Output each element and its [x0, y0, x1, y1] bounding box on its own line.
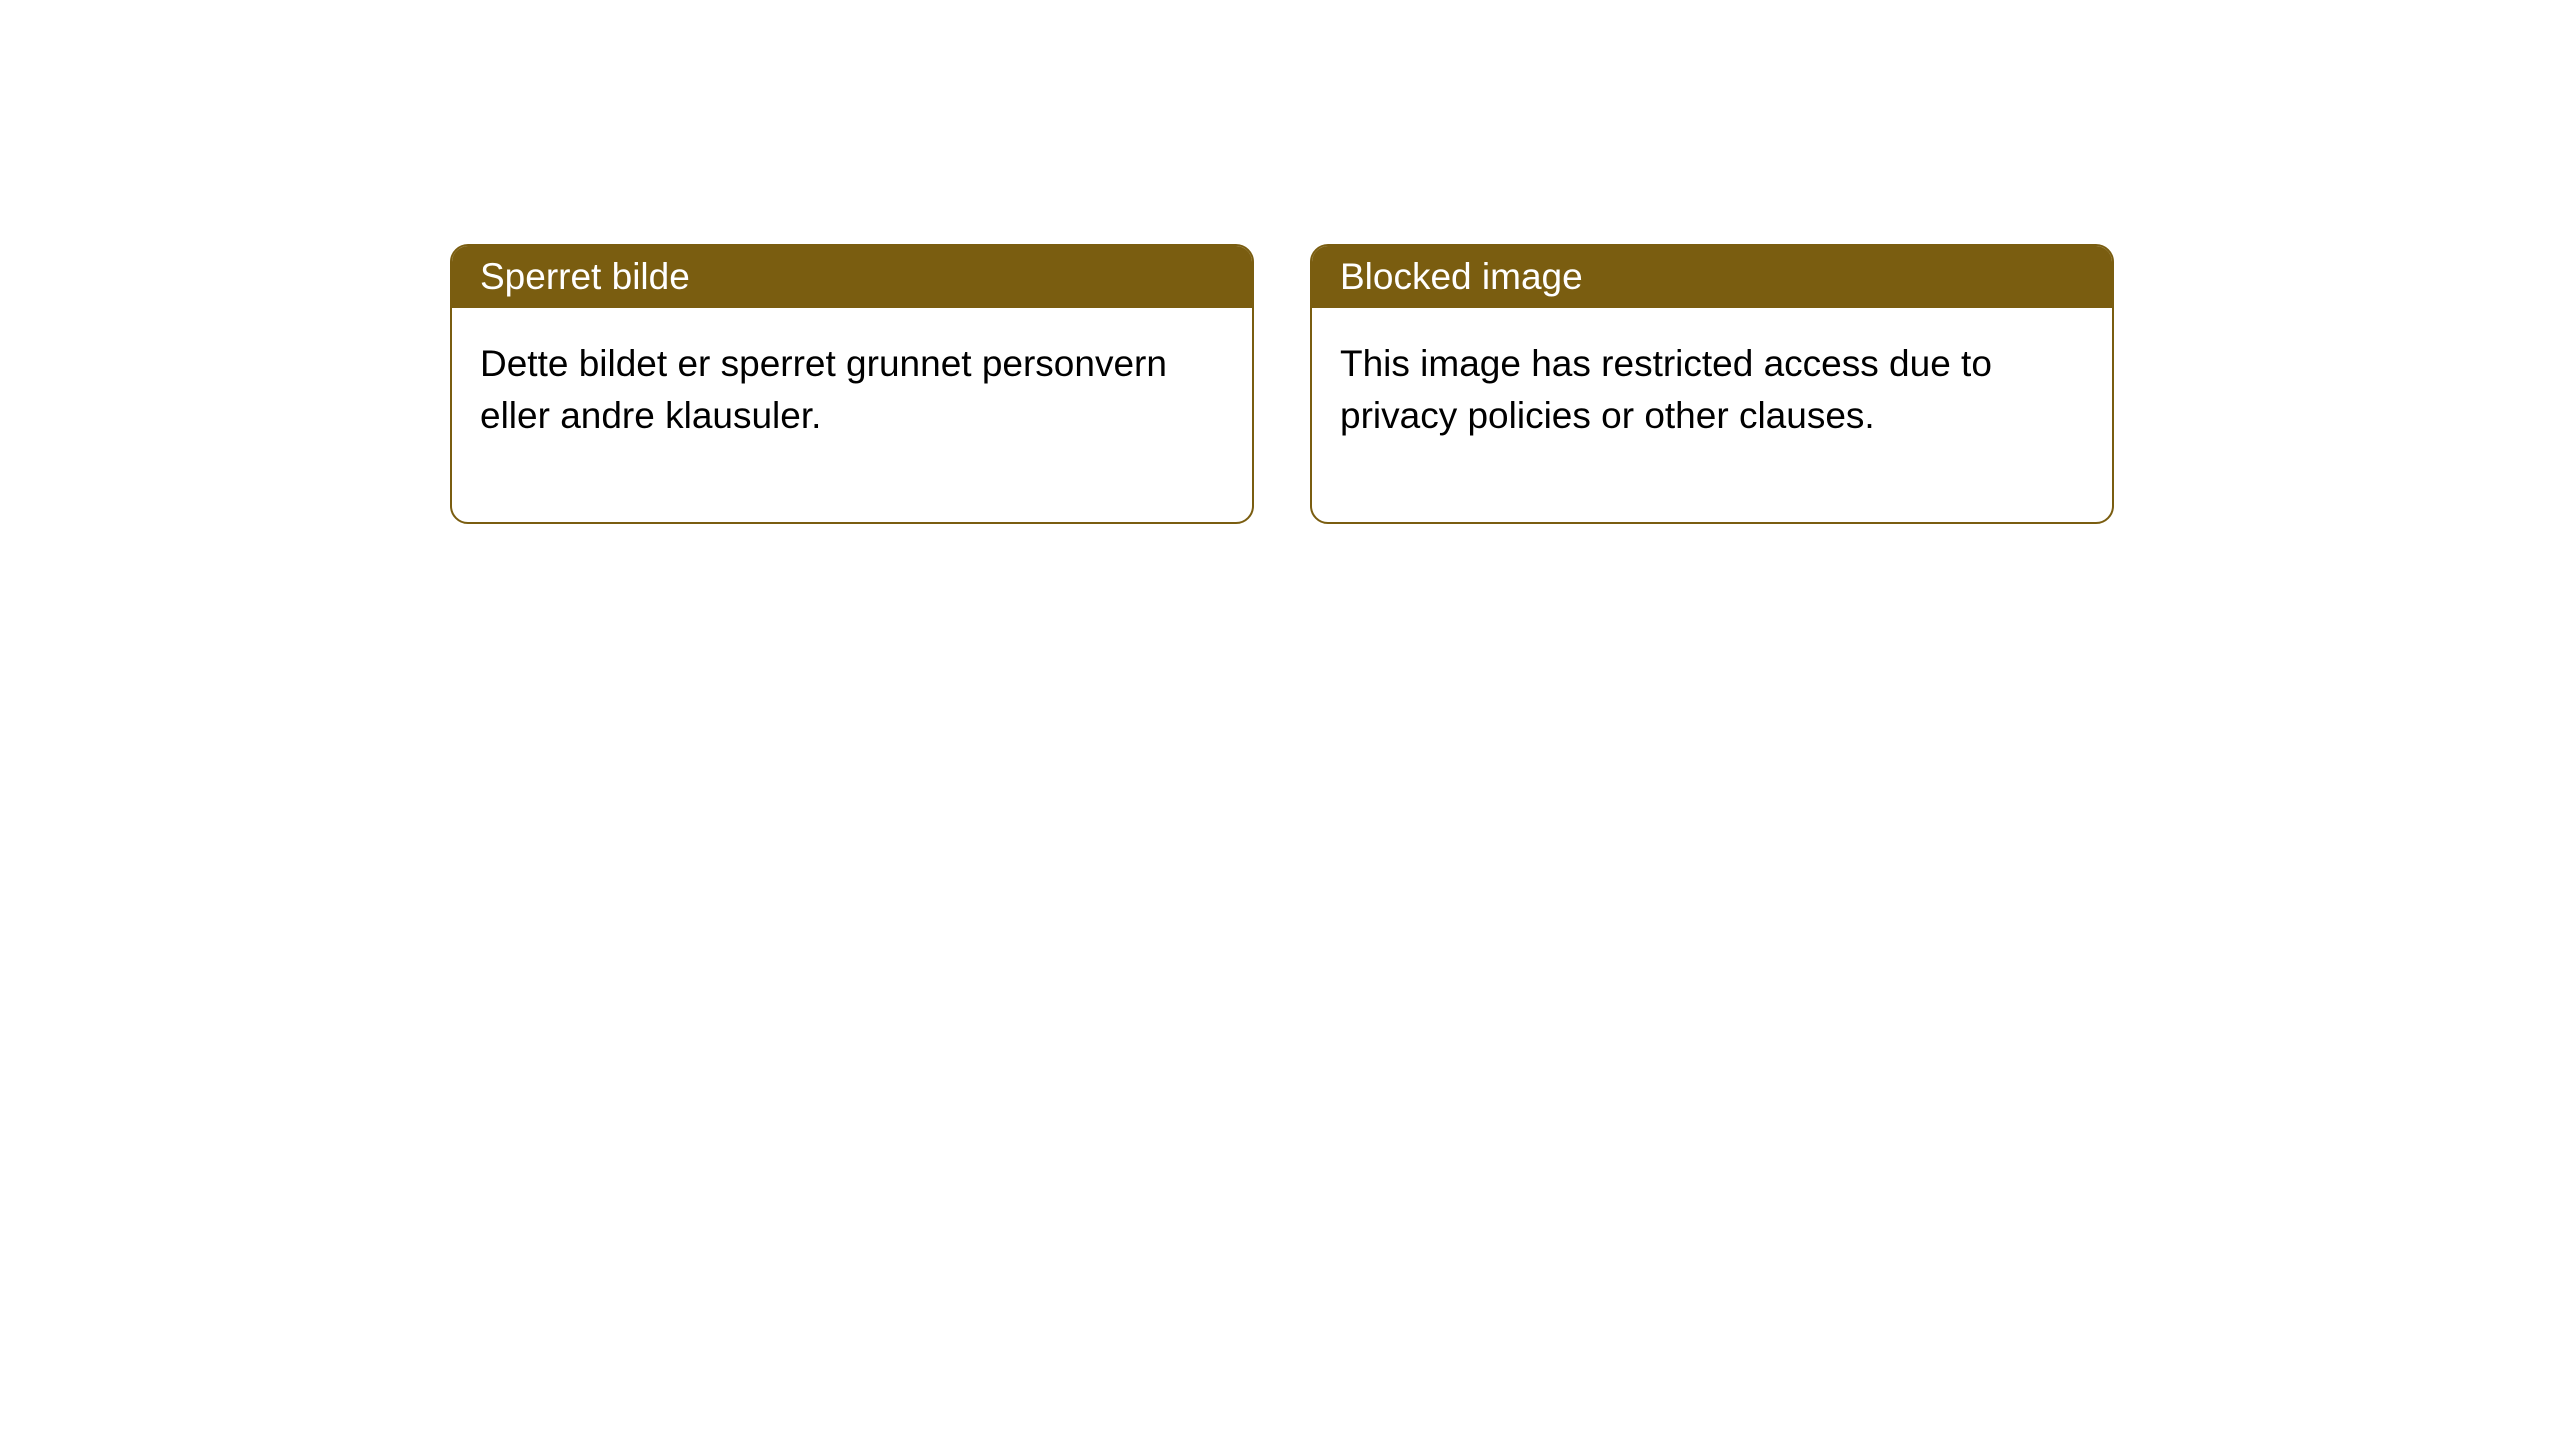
notice-header: Blocked image: [1312, 246, 2112, 308]
notice-container: Sperret bilde Dette bildet er sperret gr…: [450, 244, 2114, 524]
notice-body: Dette bildet er sperret grunnet personve…: [452, 308, 1252, 522]
notice-card-norwegian: Sperret bilde Dette bildet er sperret gr…: [450, 244, 1254, 524]
notice-body-text: This image has restricted access due to …: [1340, 343, 1992, 436]
notice-title: Blocked image: [1340, 256, 1583, 297]
notice-title: Sperret bilde: [480, 256, 690, 297]
notice-body: This image has restricted access due to …: [1312, 308, 2112, 522]
notice-card-english: Blocked image This image has restricted …: [1310, 244, 2114, 524]
notice-body-text: Dette bildet er sperret grunnet personve…: [480, 343, 1167, 436]
notice-header: Sperret bilde: [452, 246, 1252, 308]
